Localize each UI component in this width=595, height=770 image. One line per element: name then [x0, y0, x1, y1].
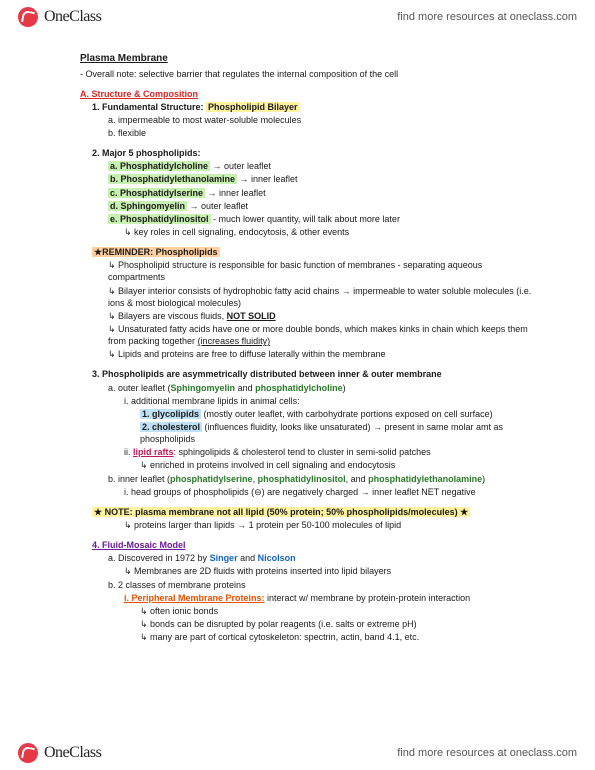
- A1-label: 1. Fundamental Structure:: [92, 102, 204, 112]
- A3aii-name: lipid rafts: [133, 447, 174, 457]
- rem4a: ↳ Unsaturated fatty acids have one or mo…: [108, 324, 528, 346]
- A4a-pre: a. Discovered in 1972 by: [108, 553, 210, 563]
- A2e-note: - much lower quantity, will talk about m…: [213, 214, 400, 224]
- footer-brand-name: OneClass: [44, 744, 101, 762]
- A3b-pre: b. inner leaflet (: [108, 474, 170, 484]
- A3ai1-note: (mostly outer leaflet, with carbohydrate…: [201, 409, 493, 419]
- A3aii-note: : sphingolipids & cholesterol tend to cl…: [174, 447, 431, 457]
- section-A-heading: A. Structure & Composition: [80, 88, 535, 100]
- A4a-s2: Nicolson: [258, 553, 296, 563]
- A3-label: 3. Phospholipids are asymmetrically dist…: [92, 368, 535, 380]
- notes-content: Plasma Membrane - Overall note: selectiv…: [0, 34, 595, 654]
- A4bi1: ↳ often ionic bonds: [140, 605, 535, 617]
- A2a: a. Phosphatidylcholine → outer leaflet: [108, 160, 535, 172]
- A2b: b. Phosphatidylethanolamine → inner leaf…: [108, 173, 535, 185]
- footer-tagline: find more resources at oneclass.com: [397, 747, 577, 759]
- A4bi-name: i. Peripheral Membrane Proteins:: [124, 593, 265, 603]
- rem4: ↳ Unsaturated fatty acids have one or mo…: [108, 323, 535, 347]
- A4a-mid: and: [238, 553, 258, 563]
- footer-logo: OneClass: [18, 743, 101, 763]
- reminder-text: ★REMINDER: Phospholipids: [92, 247, 220, 257]
- A3a: a. outer leaflet (Sphingomyelin and phos…: [108, 382, 535, 394]
- A4bi-note: interact w/ membrane by protein-protein …: [265, 593, 471, 603]
- A2e2: ↳ key roles in cell signaling, endocytos…: [124, 226, 535, 238]
- A3a-pre: a. outer leaflet (: [108, 383, 171, 393]
- logo-icon: [18, 7, 38, 27]
- A4bi3: ↳ many are part of cortical cytoskeleton…: [140, 631, 535, 643]
- rem3a: ↳ Bilayers are viscous fluids,: [108, 311, 227, 321]
- A1-highlight: Phospholipid Bilayer: [206, 102, 300, 112]
- A4bi2: ↳ bonds can be disrupted by polar reagen…: [140, 618, 535, 630]
- A3a-s1: Sphingomyelin: [171, 383, 236, 393]
- note-hl: ★ NOTE: plasma membrane not all lipid (5…: [92, 506, 535, 518]
- A2c: c. Phosphatidylserine → inner leaflet: [108, 187, 535, 199]
- A2a-name: a. Phosphatidylcholine: [108, 161, 210, 171]
- A1a: a. impermeable to most water-soluble mol…: [108, 114, 535, 126]
- rem4b: (increases fluidity): [198, 336, 271, 346]
- A2d: d. Sphingomyelin → outer leaflet: [108, 200, 535, 212]
- page-title: Plasma Membrane: [80, 52, 535, 66]
- A2b-name: b. Phosphatidylethanolamine: [108, 174, 237, 184]
- overall-note: - Overall note: selective barrier that r…: [80, 68, 535, 80]
- A3ai2-name: 2. cholesterol: [140, 422, 202, 432]
- A3aii-pre: ii.: [124, 447, 133, 457]
- A3b: b. inner leaflet (phosphatidylserine, ph…: [108, 473, 535, 485]
- A2d-arrow: → outer leaflet: [190, 201, 249, 211]
- note-sub: ↳ proteins larger than lipids → 1 protei…: [124, 519, 535, 531]
- A2b-arrow: → inner leaflet: [240, 174, 298, 184]
- A4a-s1: Singer: [210, 553, 238, 563]
- A4a: a. Discovered in 1972 by Singer and Nico…: [108, 552, 535, 564]
- rem1: ↳ Phospholipid structure is responsible …: [108, 259, 535, 283]
- A3b-s1: phosphatidylserine: [170, 474, 253, 484]
- A4-label: 4. Fluid-Mosaic Model: [92, 539, 535, 551]
- reminder-hl: ★REMINDER: Phospholipids: [92, 246, 535, 258]
- A2c-arrow: → inner leaflet: [208, 188, 266, 198]
- A3aii2: ↳ enriched in proteins involved in cell …: [140, 459, 535, 471]
- A3a-post: ): [343, 383, 346, 393]
- A1: 1. Fundamental Structure: Phospholipid B…: [92, 101, 535, 113]
- A2d-name: d. Sphingomyelin: [108, 201, 187, 211]
- A4b: b. 2 classes of membrane proteins: [108, 579, 535, 591]
- A3aii: ii. lipid rafts: sphingolipids & cholest…: [124, 446, 535, 458]
- brand-name: OneClass: [44, 8, 101, 26]
- A2e: e. Phosphatidylinositol - much lower qua…: [108, 213, 535, 225]
- A3b-post: ): [482, 474, 485, 484]
- A3b-s3: phosphatidylethanolamine: [368, 474, 482, 484]
- A3ai1-name: 1. glycolipids: [140, 409, 201, 419]
- header-tagline: find more resources at oneclass.com: [397, 11, 577, 23]
- A2-label: 2. Major 5 phospholipids:: [92, 147, 535, 159]
- rem3b: NOT SOLID: [227, 311, 276, 321]
- rem5: ↳ Lipids and proteins are free to diffus…: [108, 348, 535, 360]
- A3a-mid: and: [235, 383, 255, 393]
- A3ai: i. additional membrane lipids in animal …: [124, 395, 535, 407]
- footer-bar: OneClass find more resources at oneclass…: [0, 736, 595, 770]
- A3b-s2: phosphatidylinositol: [258, 474, 346, 484]
- rem2: ↳ Bilayer interior consists of hydrophob…: [108, 285, 535, 309]
- rem3: ↳ Bilayers are viscous fluids, NOT SOLID: [108, 310, 535, 322]
- A4bi: i. Peripheral Membrane Proteins: interac…: [124, 592, 535, 604]
- A2c-name: c. Phosphatidylserine: [108, 188, 205, 198]
- header-bar: OneClass find more resources at oneclass…: [0, 0, 595, 34]
- A2e-name: e. Phosphatidylinositol: [108, 214, 211, 224]
- A3b-c2: , and: [346, 474, 369, 484]
- A3ai2: 2. cholesterol (influences fluidity, loo…: [140, 421, 535, 445]
- A3a-s2: phosphatidylcholine: [255, 383, 343, 393]
- A4a2: ↳ Membranes are 2D fluids with proteins …: [124, 565, 535, 577]
- brand-logo: OneClass: [18, 7, 101, 27]
- footer-logo-icon: [18, 743, 38, 763]
- A1b: b. flexible: [108, 127, 535, 139]
- A3bi: i. head groups of phospholipids (⊖) are …: [124, 486, 535, 498]
- A3ai1: 1. glycolipids (mostly outer leaflet, wi…: [140, 408, 535, 420]
- A2a-arrow: → outer leaflet: [213, 161, 272, 171]
- note-text: ★ NOTE: plasma membrane not all lipid (5…: [92, 507, 470, 517]
